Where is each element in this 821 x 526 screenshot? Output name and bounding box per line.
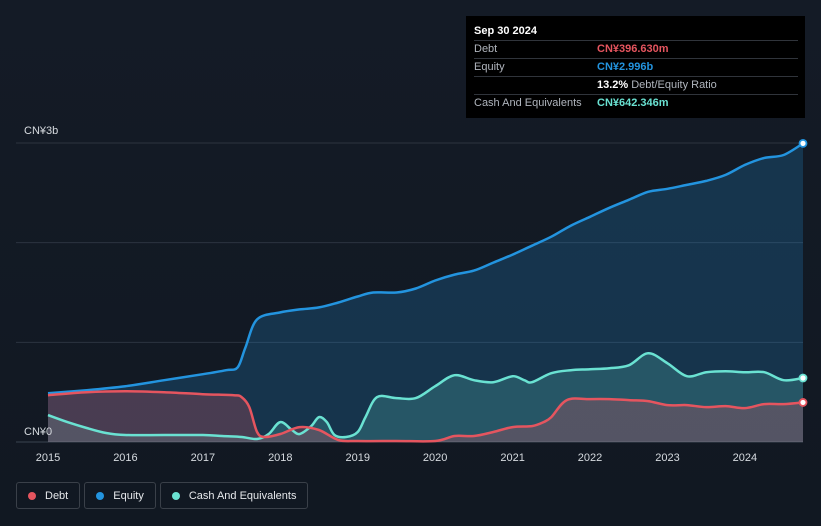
debt-dot-icon bbox=[28, 491, 36, 500]
x-tick-label: 2020 bbox=[423, 452, 447, 464]
equity-dot-icon bbox=[96, 491, 105, 500]
x-tick-label: 2019 bbox=[346, 452, 370, 464]
cash-dot-icon bbox=[171, 491, 180, 500]
x-tick-label: 2015 bbox=[36, 452, 60, 464]
tooltip-cash-value: CN¥642.346m bbox=[597, 97, 669, 109]
tooltip-debt-label: Debt bbox=[474, 43, 498, 55]
equity-line bbox=[47, 142, 804, 395]
tooltip-ratio-value: 13.2% bbox=[597, 79, 629, 91]
tooltip-equity-label: Equity bbox=[474, 61, 505, 73]
tooltip-row-debt: Debt CN¥396.630m bbox=[474, 41, 798, 59]
legend-item-cash[interactable]: Cash And Equivalents bbox=[159, 482, 309, 509]
legend-debt-label: Debt bbox=[45, 489, 69, 502]
axis-ticks: CN¥3b CN¥0 2015 2016 2017 2018 2019 2020 2021 202… bbox=[24, 125, 757, 464]
legend-item-equity[interactable]: Equity bbox=[84, 482, 156, 509]
cash-end-marker bbox=[798, 373, 808, 383]
tooltip-equity-value: CN¥2.996b bbox=[597, 61, 654, 73]
y-tick-label: CN¥0 bbox=[24, 426, 52, 438]
legend-cash-label: Cash And Equivalents bbox=[188, 489, 297, 502]
legend: Debt Equity Cash And Equivalents bbox=[16, 482, 312, 509]
x-tick-label: 2016 bbox=[113, 452, 137, 464]
y-tick-label: CN¥3b bbox=[24, 125, 58, 137]
tooltip-debt-value: CN¥396.630m bbox=[597, 43, 669, 55]
series-areas bbox=[48, 143, 803, 442]
legend-item-debt[interactable]: Debt bbox=[16, 482, 81, 509]
x-tick-label: 2023 bbox=[655, 452, 679, 464]
cash-area bbox=[48, 353, 803, 442]
cash-line bbox=[47, 352, 804, 441]
x-tick-label: 2017 bbox=[191, 452, 215, 464]
tooltip-date: Sep 30 2024 bbox=[474, 22, 798, 41]
x-tick-label: 2021 bbox=[500, 452, 524, 464]
debt-area bbox=[48, 391, 803, 442]
legend-equity-label: Equity bbox=[113, 489, 144, 502]
series-end-markers bbox=[798, 138, 808, 407]
x-tick-label: 2024 bbox=[733, 452, 757, 464]
debt-end-marker bbox=[798, 398, 808, 407]
tooltip-row-cash: Cash And Equivalents CN¥642.346m bbox=[474, 95, 798, 112]
tooltip: Sep 30 2024 Debt CN¥396.630m Equity CN¥2… bbox=[466, 16, 805, 118]
tooltip-ratio-label: Debt/Equity Ratio bbox=[631, 79, 717, 91]
x-tick-label: 2018 bbox=[268, 452, 292, 464]
series-lines bbox=[47, 142, 804, 443]
debt-line bbox=[47, 389, 804, 443]
tooltip-ratio-spacer bbox=[474, 77, 597, 94]
x-tick-label: 2022 bbox=[578, 452, 602, 464]
tooltip-row-equity: Equity CN¥2.996b bbox=[474, 59, 798, 77]
tooltip-cash-label: Cash And Equivalents bbox=[474, 97, 582, 109]
tooltip-row-ratio: 13.2% Debt/Equity Ratio bbox=[474, 77, 798, 95]
equity-end-marker bbox=[798, 138, 808, 148]
